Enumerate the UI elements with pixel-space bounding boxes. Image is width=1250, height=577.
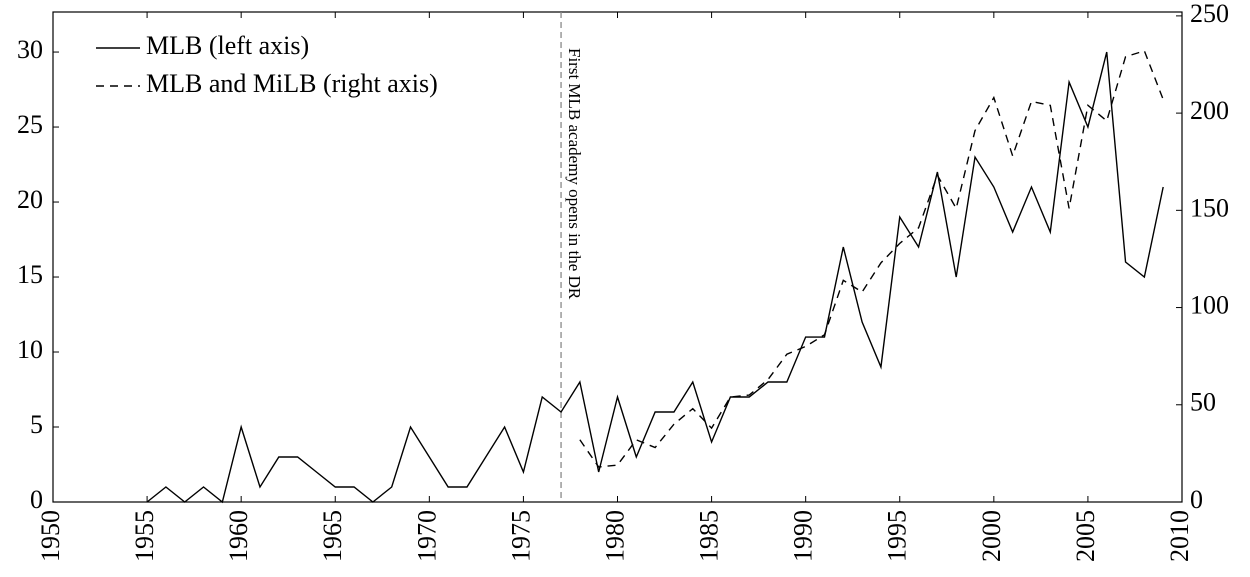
x-tick-label: 1990 (789, 510, 818, 562)
y-tick-label: 5 (30, 410, 43, 439)
y2-tick-label: 150 (1190, 193, 1229, 222)
legend-label: MLB (left axis) (146, 31, 309, 60)
series-line (579, 50, 1164, 468)
x-tick-label: 1950 (36, 510, 65, 562)
series-line (146, 51, 1164, 504)
y2-tick-label: 100 (1190, 291, 1229, 320)
y-tick-label: 20 (17, 185, 43, 214)
y2-tick-label: 200 (1190, 96, 1229, 125)
x-tick-label: 1980 (600, 510, 629, 562)
y-tick-label: 25 (17, 110, 43, 139)
x-tick-label: 2010 (1165, 510, 1194, 562)
x-tick-label: 1965 (318, 510, 347, 562)
y-tick-label: 15 (17, 260, 43, 289)
y2-tick-label: 0 (1190, 485, 1203, 514)
x-tick-label: 1970 (412, 510, 441, 562)
x-tick-label: 1955 (130, 510, 159, 562)
x-tick-label: 1995 (883, 510, 912, 562)
x-tick-label: 1985 (695, 510, 724, 562)
y-tick-label: 0 (30, 485, 43, 514)
y-tick-label: 30 (17, 35, 43, 64)
x-tick-label: 1975 (506, 510, 535, 562)
x-tick-label: 2000 (977, 510, 1006, 562)
legend-label: MLB and MiLB (right axis) (146, 69, 438, 98)
x-tick-label: 2005 (1071, 510, 1100, 562)
y-tick-label: 10 (17, 335, 43, 364)
annotation-text: First MLB academy opens in the DR (565, 48, 584, 300)
y2-tick-label: 250 (1190, 0, 1229, 28)
x-tick-label: 1960 (224, 510, 253, 562)
y2-tick-label: 50 (1190, 388, 1216, 417)
